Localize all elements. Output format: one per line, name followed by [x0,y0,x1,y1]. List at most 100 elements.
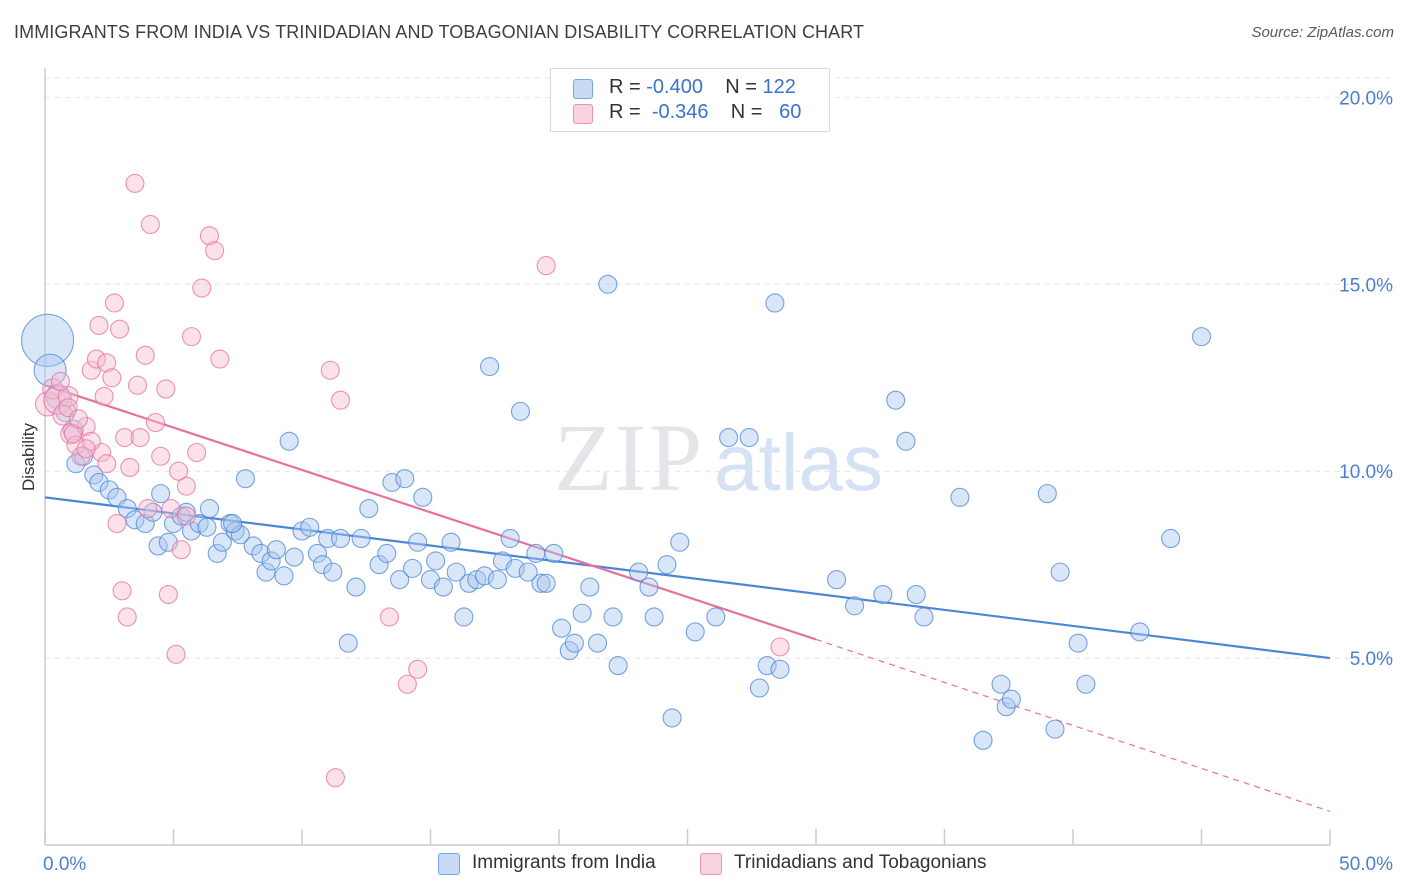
data-point [1191,327,1212,347]
data-point [629,562,649,582]
data-point [1037,484,1057,504]
data-point [351,528,371,549]
data-point [844,596,865,616]
data-point [151,446,171,466]
data-point [896,431,916,451]
n-value-trinidad: 60 [779,101,802,123]
data-point [176,506,196,526]
data-point [382,472,402,492]
data-point [323,562,343,582]
data-point [166,644,186,664]
data-point [408,532,428,552]
data-point [402,558,423,578]
data-point [135,345,155,365]
data-point [390,570,410,590]
data-point [480,356,500,377]
r-label: R = [609,101,641,123]
data-point [518,562,538,582]
n-value-india: 122 [762,76,796,98]
data-point [117,499,137,519]
data-point [379,607,399,627]
y-tick-label: 15.0% [1339,275,1393,296]
data-point [266,540,286,560]
data-point [21,313,75,367]
data-point [135,513,155,534]
watermark-zip: ZIP [554,404,704,511]
data-point [284,547,304,567]
data-point [1045,719,1065,739]
data-point [243,536,263,556]
legend-swatch-india [573,79,593,99]
data-point [377,543,397,563]
data-point [441,532,461,552]
data-point [205,241,225,261]
data-point [749,678,770,698]
legend-swatch-trinidad [573,104,593,124]
data-point [230,525,250,545]
n-label: N = [725,76,757,98]
data-point [225,521,245,541]
data-point [536,256,556,276]
data-point [151,484,171,504]
data-point [603,607,623,627]
data-point [338,633,358,653]
data-point [973,730,993,750]
data-point [120,457,140,478]
data-point [199,226,220,246]
data-point [487,570,507,590]
data-point [86,349,106,369]
data-point [1068,633,1088,653]
data-point [143,502,163,522]
data-point [991,674,1011,694]
data-point [112,581,132,601]
data-point [140,214,160,235]
data-point [662,708,682,728]
data-point [413,487,433,507]
data-point [210,349,230,369]
data-point [536,573,556,593]
data-point [181,327,202,347]
data-point [1001,689,1021,709]
data-point [474,566,495,586]
data-point [158,584,178,605]
data-point [706,607,726,627]
legend-text-trinidad: R = -0.346 N = 60 [609,101,801,124]
watermark-atlas: atlas [714,418,883,507]
trend-lines [44,384,1331,812]
data-point [369,555,389,575]
data-point [359,499,379,519]
data-point [765,293,785,313]
data-point [235,469,256,489]
data-point [914,607,934,627]
series-swatch-india [438,853,460,875]
data-point [62,419,84,441]
source-label: Source: ZipAtlas.com [1251,24,1394,41]
data-point [279,431,299,451]
x-tick-label-max: 50.0% [1339,854,1393,875]
data-point [526,543,546,563]
data-point [446,562,466,582]
x-tick-label-min: 0.0% [43,854,86,875]
data-point [454,607,474,627]
data-point [50,371,70,392]
data-point [505,558,525,578]
data-point [330,390,351,410]
data-point [510,401,531,421]
data-point [81,360,101,380]
data-point [307,543,327,563]
series-swatch-trinidad [700,853,722,875]
data-point [1130,622,1150,642]
data-point [127,375,148,395]
data-point [552,618,572,638]
data-point [33,353,67,387]
y-tick-label: 10.0% [1339,462,1393,483]
data-point [102,368,122,388]
data-point [63,424,83,444]
y-tick-label: 20.0% [1339,88,1393,109]
data-point [608,656,628,676]
data-point [76,439,96,459]
data-point [42,378,64,400]
data-point [950,487,970,507]
data-point [171,506,191,526]
data-point [43,385,73,415]
